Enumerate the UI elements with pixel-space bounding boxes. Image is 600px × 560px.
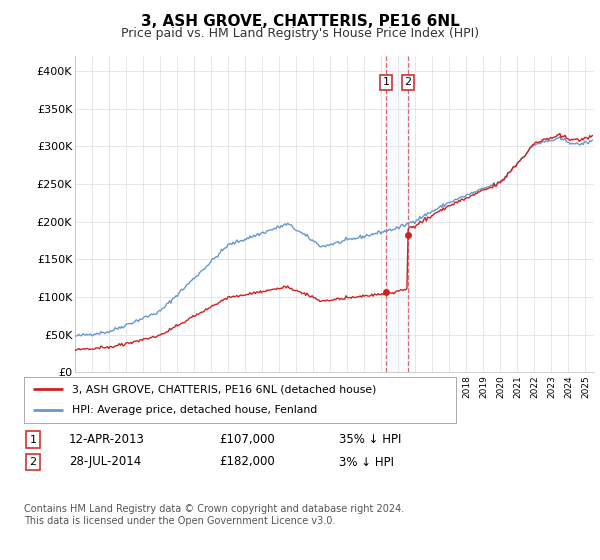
Bar <box>386 56 408 372</box>
Text: 1: 1 <box>383 77 389 87</box>
Text: Price paid vs. HM Land Registry's House Price Index (HPI): Price paid vs. HM Land Registry's House … <box>121 27 479 40</box>
Text: £107,000: £107,000 <box>219 433 275 446</box>
Text: 12-APR-2013: 12-APR-2013 <box>69 433 145 446</box>
Text: 3, ASH GROVE, CHATTERIS, PE16 6NL: 3, ASH GROVE, CHATTERIS, PE16 6NL <box>140 14 460 29</box>
Text: 2: 2 <box>404 77 412 87</box>
Text: 28-JUL-2014: 28-JUL-2014 <box>69 455 141 469</box>
Text: 3, ASH GROVE, CHATTERIS, PE16 6NL (detached house): 3, ASH GROVE, CHATTERIS, PE16 6NL (detac… <box>71 384 376 394</box>
Text: 3% ↓ HPI: 3% ↓ HPI <box>339 455 394 469</box>
Text: 1: 1 <box>29 435 37 445</box>
Text: 2: 2 <box>29 457 37 467</box>
Text: HPI: Average price, detached house, Fenland: HPI: Average price, detached house, Fenl… <box>71 405 317 416</box>
Text: 35% ↓ HPI: 35% ↓ HPI <box>339 433 401 446</box>
Text: £182,000: £182,000 <box>219 455 275 469</box>
Text: Contains HM Land Registry data © Crown copyright and database right 2024.
This d: Contains HM Land Registry data © Crown c… <box>24 504 404 526</box>
